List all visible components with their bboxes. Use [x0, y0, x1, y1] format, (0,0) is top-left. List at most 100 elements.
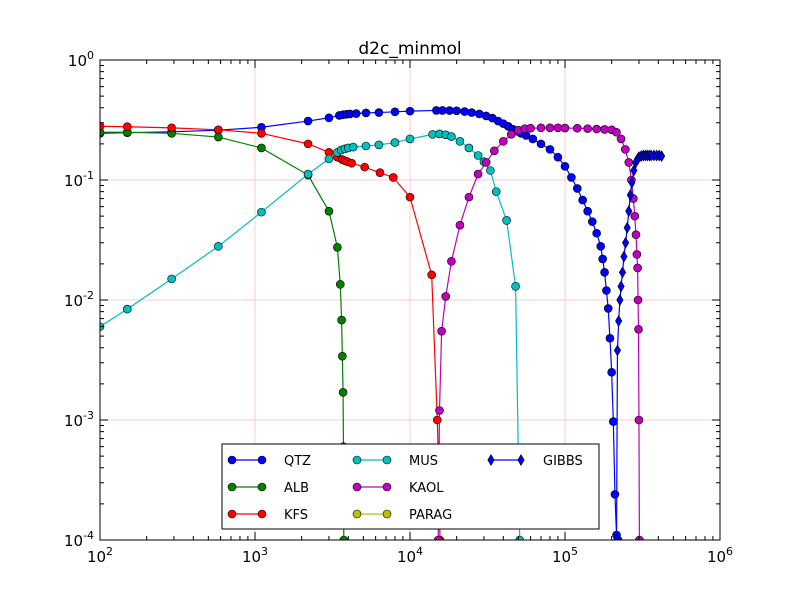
x-tick-base: 10: [707, 548, 726, 566]
legend-marker-qtz: [227, 455, 237, 465]
data-point-qtz: [610, 490, 620, 499]
data-point-qtz: [324, 113, 334, 123]
data-point-kfs: [360, 162, 369, 172]
data-point-mus: [257, 207, 266, 217]
x-tick-exp: 2: [106, 545, 113, 558]
data-point-kaol: [490, 146, 499, 156]
legend-marker-kaol: [382, 482, 392, 492]
series-gibbs: [612, 149, 666, 540]
legend-entry-gibbs: GIBBS: [487, 454, 583, 469]
data-point-qtz: [572, 184, 582, 193]
data-point-kaol: [481, 158, 491, 167]
data-point-kaol: [441, 292, 451, 301]
data-point-kaol: [572, 123, 582, 133]
data-point-alb: [335, 280, 345, 289]
legend-marker-kfs: [257, 509, 267, 519]
x-tick-exp: 5: [571, 545, 578, 558]
x-tick-label: 106: [707, 545, 733, 566]
legend-label-gibbs: GIBBS: [543, 454, 583, 469]
x-tick-label: 102: [87, 545, 113, 566]
data-point-kaol: [437, 326, 446, 336]
series-kfs: [100, 122, 445, 540]
y-tick-label: 10-4: [64, 529, 94, 550]
data-point-mus: [122, 304, 132, 314]
y-tick-base: 10: [64, 292, 83, 310]
x-tick-label: 105: [552, 545, 578, 566]
legend-marker-alb: [227, 482, 237, 492]
data-point-kaol: [526, 123, 535, 133]
data-point-gibbs: [618, 266, 627, 279]
data-point-alb: [339, 535, 349, 540]
data-point-gibbs: [623, 221, 631, 234]
y-tick-base: 10: [68, 52, 87, 70]
data-point-qtz: [390, 107, 400, 117]
data-point-kaol: [433, 535, 443, 540]
data-point-kfs: [427, 270, 436, 280]
legend-label-qtz: QTZ: [284, 454, 311, 469]
data-point-qtz: [600, 268, 609, 277]
data-point-gibbs: [625, 205, 633, 218]
x-tick-base: 10: [87, 548, 106, 566]
data-point-kaol: [633, 263, 642, 273]
data-point-mus: [486, 166, 495, 175]
legend: QTZ ALB KFS MUS KAOL PARAG GIBBS: [221, 443, 600, 530]
data-point-gibbs: [620, 250, 628, 263]
legend-box: [221, 443, 600, 530]
data-point-mus: [473, 151, 483, 160]
data-point-mus: [303, 169, 313, 179]
legend-marker-kfs: [227, 509, 237, 519]
legend-marker-qtz: [257, 455, 267, 465]
data-point-mus: [405, 134, 415, 144]
data-point-qtz: [460, 107, 469, 116]
data-point-gibbs: [626, 189, 634, 201]
legend-marker-kaol: [352, 482, 362, 492]
y-tick-label: 10-1: [64, 169, 94, 190]
data-point-qtz: [445, 106, 454, 115]
data-point-kaol: [447, 257, 456, 266]
series-kaol: [433, 123, 644, 540]
data-point-kaol: [499, 137, 508, 146]
data-point-kaol: [616, 134, 626, 144]
series-alb: [100, 127, 349, 540]
data-point-kaol: [633, 295, 643, 305]
y-tick-exp: -2: [83, 289, 94, 302]
data-point-kaol: [464, 192, 474, 202]
x-tick-base: 10: [552, 548, 571, 566]
data-point-kfs: [214, 125, 223, 135]
data-point-gibbs: [628, 176, 636, 189]
legend-label-kaol: KAOL: [409, 481, 444, 496]
data-point-mus: [324, 154, 334, 164]
series-mus: [100, 129, 524, 540]
data-point-mus: [214, 242, 223, 251]
data-point-qtz: [592, 228, 601, 238]
data-point-gibbs: [630, 164, 638, 177]
data-point-qtz: [536, 139, 546, 149]
data-point-kaol: [545, 123, 555, 133]
data-point-alb: [257, 143, 266, 153]
data-point-alb: [214, 132, 223, 142]
data-point-kaol: [560, 123, 570, 133]
data-point-alb: [337, 315, 346, 325]
y-tick-exp: -3: [83, 409, 94, 422]
data-point-qtz: [603, 304, 613, 313]
legend-label-parag: PARAG: [409, 508, 452, 523]
data-point-qtz: [545, 145, 555, 154]
data-point-qtz: [553, 152, 563, 162]
y-tick-base: 10: [64, 412, 83, 430]
y-tick-base: 10: [64, 172, 83, 190]
legend-entry-mus: MUS: [352, 454, 438, 469]
legend-marker-gibbs: [517, 454, 525, 466]
data-point-kaol: [536, 123, 546, 133]
data-point-qtz: [609, 417, 618, 426]
x-tick-exp: 6: [726, 545, 733, 558]
y-tick-exp: 0: [87, 49, 94, 62]
data-point-kaol: [612, 127, 621, 137]
data-point-kaol: [634, 415, 644, 425]
data-point-kaol: [631, 230, 641, 240]
data-point-qtz: [605, 333, 615, 343]
y-tick-label: 10-3: [64, 409, 94, 430]
data-point-kaol: [583, 124, 592, 133]
legend-marker-gibbs: [487, 454, 495, 466]
